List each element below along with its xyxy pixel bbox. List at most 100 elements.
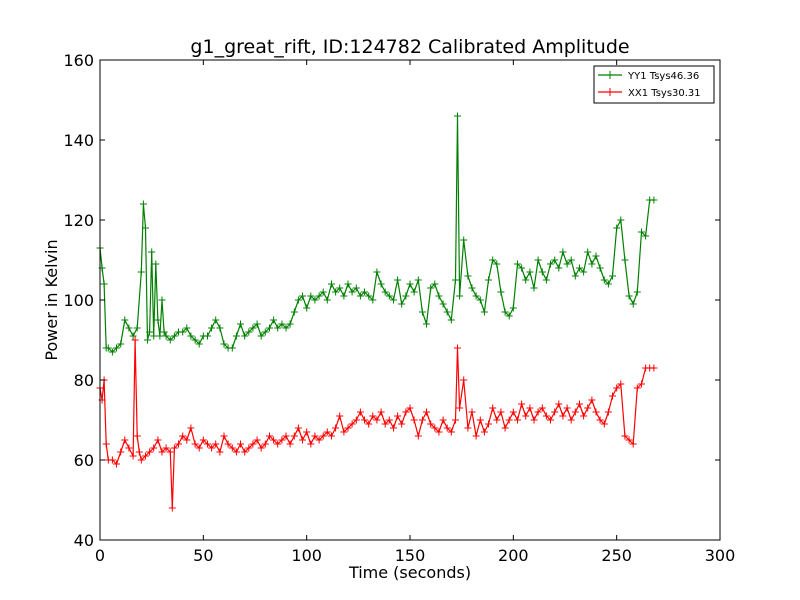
series-1-point [117,340,125,348]
series-2-point [629,440,637,448]
series-2-point [253,436,261,444]
series-2-point [216,448,224,456]
series-1-point [609,272,616,280]
series-1-point [125,324,133,332]
series-1-point [497,288,505,296]
series-1-point [584,248,592,256]
series-layer [96,112,658,512]
series-1-point [567,256,575,264]
series-1-point [282,324,290,332]
y-tick-label: 80 [74,371,94,390]
series-2-point [538,404,546,412]
series-1-point [195,340,203,348]
series-2-point [410,416,418,424]
series-1-point [154,316,162,324]
series-2-point [336,412,344,420]
series-1-point [129,332,137,340]
series-2-point [245,444,253,452]
series-1-point [390,296,397,304]
series-2-point [555,400,563,408]
series-1-point [220,340,228,348]
series-1-point [311,296,319,304]
series-1-point [148,248,156,256]
x-tick-label: 200 [498,546,529,565]
series-2-point [497,408,505,416]
series-1-point [518,264,526,272]
series-2-point [402,408,410,416]
series-1-point [460,236,468,244]
series-1-point [592,252,600,260]
series-2-point [485,420,492,428]
series-2-point [129,452,137,460]
series-1-point [216,324,224,332]
series-2-point [576,400,583,408]
series-2-point [365,420,373,428]
y-tick-label: 120 [63,211,94,230]
series-1-point [538,268,546,276]
series-1-point [377,280,385,288]
series-2-point [385,416,393,424]
series-2-point [580,412,588,420]
legend-marker-1 [606,71,614,79]
series-2-point [131,336,139,344]
series-2-point [108,456,116,464]
series-2-point [468,408,476,416]
series-1-point [162,332,170,340]
series-1-point [452,276,459,284]
series-2-point [356,408,364,416]
series-1-point [439,300,447,308]
series-1-point [600,276,608,284]
series-2-point [183,436,191,444]
series-1-point [505,312,513,320]
series-1-point [332,288,340,296]
series-1-point [319,288,327,296]
series-2-point [604,408,612,416]
series-1-point [133,324,141,332]
x-tick-label: 100 [291,546,322,565]
series-2-point [621,432,629,440]
series-2-point [480,428,488,436]
series-2-point [187,424,195,432]
series-2-point [447,428,455,436]
series-1-point [303,304,311,312]
series-1-point [621,256,629,264]
series-2-point [175,440,182,448]
x-tick-label: 250 [601,546,632,565]
series-1-point [385,292,393,300]
series-2-point [514,416,521,424]
series-1-point [170,332,178,340]
series-1-point [232,332,240,340]
series-1-point [158,296,166,304]
series-1-point [191,336,199,344]
series-1-point [514,260,521,268]
series-1-point [476,296,484,304]
series-2-point [381,420,389,428]
series-1-point [551,256,559,264]
series-1-point [286,320,294,328]
series-1-point [328,280,335,288]
series-1-point [204,332,211,340]
series-2-point [522,412,530,420]
series-1-point [563,260,571,268]
series-2-point [398,420,406,428]
series-1-point [344,280,352,288]
series-2-point [274,440,282,448]
series-1-point [489,256,497,264]
series-1-point [381,288,389,296]
series-1-point [348,288,356,296]
series-1-point [431,280,439,288]
series-2-point [431,424,439,432]
y-tick-label: 140 [63,131,94,150]
series-2-point [195,444,203,452]
series-2-point [423,408,430,416]
series-1-point [534,256,542,264]
series-2-point [204,440,211,448]
series-1-point [270,316,278,324]
x-tick-label: 300 [705,546,736,565]
series-2-point [638,380,645,388]
series-1-point [278,320,286,328]
x-tick-label: 50 [193,546,213,565]
series-2-point [162,444,170,452]
